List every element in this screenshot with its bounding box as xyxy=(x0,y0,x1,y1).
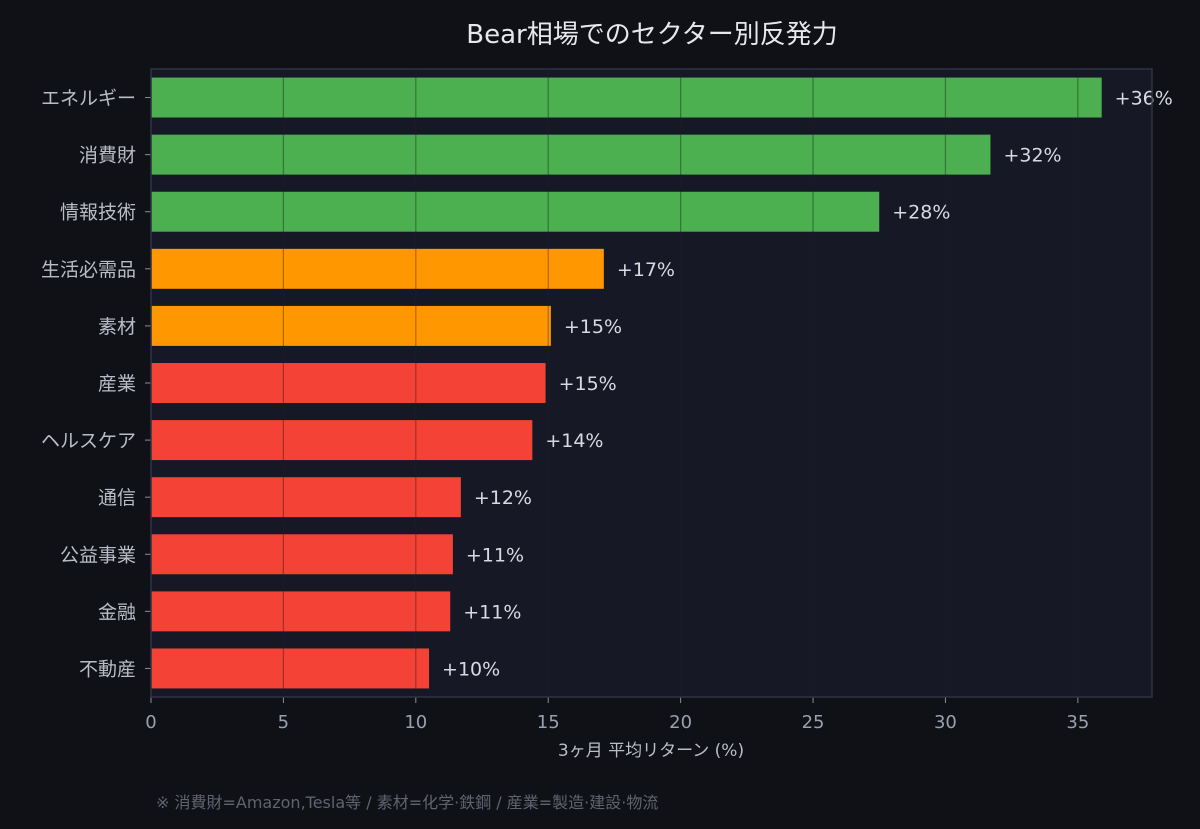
bar xyxy=(151,134,991,175)
value-label: +17% xyxy=(617,259,675,281)
plot-border xyxy=(150,68,1153,698)
value-label: +36% xyxy=(1115,88,1173,110)
bar xyxy=(151,248,604,289)
bar xyxy=(151,363,546,403)
category-label: 産業 xyxy=(98,373,136,395)
bars xyxy=(151,77,1102,689)
category-label: ヘルスケア xyxy=(41,430,136,452)
footnote: ※ 消費財=Amazon,Tesla等 / 素材=化学·鉄鋼 / 産業=製造·建… xyxy=(156,793,658,812)
category-label: 不動産 xyxy=(79,658,136,680)
x-tick-label: 15 xyxy=(537,712,560,733)
category-label: 消費財 xyxy=(79,145,136,167)
bar xyxy=(151,534,453,575)
value-label: +11% xyxy=(463,601,521,623)
value-label: +11% xyxy=(466,544,524,566)
bar xyxy=(151,648,430,689)
chart-title: Bear相場でのセクター別反発力 xyxy=(466,20,837,50)
x-tick-label: 10 xyxy=(404,712,427,733)
value-label: +10% xyxy=(442,658,500,680)
bar xyxy=(151,191,880,232)
value-label: +14% xyxy=(545,430,603,452)
x-axis: 0 5 10 15 20 25 30 35 xyxy=(145,697,1089,733)
category-label: 通信 xyxy=(98,487,136,509)
category-label: 公益事業 xyxy=(60,544,136,566)
value-labels: +36% +32% +28% +17% +15% +15% +14% +12% +11% +11%… xyxy=(442,88,1173,681)
value-label: +15% xyxy=(564,316,622,338)
value-label: +32% xyxy=(1003,145,1061,167)
bar xyxy=(151,305,551,346)
category-label: 金融 xyxy=(98,601,136,623)
category-label: 素材 xyxy=(98,316,136,338)
category-label: 生活必需品 xyxy=(41,259,136,281)
category-label: 情報技術 xyxy=(60,202,136,224)
value-label: +28% xyxy=(892,202,950,224)
bar xyxy=(151,420,533,461)
category-label: エネルギー xyxy=(41,88,136,110)
x-tick-label: 5 xyxy=(278,712,289,733)
bar xyxy=(151,591,451,632)
bar xyxy=(151,477,461,518)
x-tick-label: 20 xyxy=(669,712,692,733)
bar xyxy=(151,77,1102,118)
x-axis-label: 3ヶ月 平均リターン (%) xyxy=(558,741,744,761)
x-tick-label: 35 xyxy=(1066,712,1089,733)
x-tick-label: 0 xyxy=(145,712,156,733)
x-tick-label: 25 xyxy=(802,712,825,733)
value-label: +12% xyxy=(474,487,532,509)
value-label: +15% xyxy=(559,373,617,395)
x-tick-label: 30 xyxy=(934,712,957,733)
